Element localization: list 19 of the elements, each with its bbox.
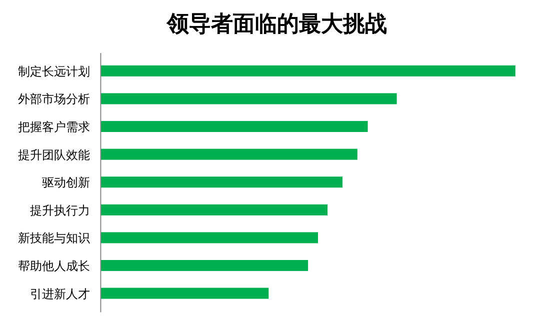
y-tick-label: 新技能与知识 [18, 231, 90, 246]
bar [100, 288, 269, 299]
bar [100, 260, 308, 271]
chart-title: 领导者面临的最大挑战 [166, 11, 387, 37]
y-tick-label: 帮助他人成长 [18, 259, 90, 273]
y-tick-label: 把握客户需求 [18, 120, 90, 134]
y-tick-label: 驱动创新 [42, 176, 90, 190]
bar [100, 204, 328, 216]
y-tick-label: 提升执行力 [30, 203, 90, 218]
y-tick-label: 引进新人才 [30, 286, 90, 301]
bar [100, 121, 368, 132]
bar [100, 148, 358, 160]
y-tick-label: 外部市场分析 [18, 92, 90, 106]
bar [100, 65, 516, 76]
y-tick-label: 制定长远计划 [18, 64, 90, 78]
bar [100, 176, 342, 188]
bar [100, 232, 318, 244]
bar [100, 93, 397, 104]
y-tick-label: 提升团队效能 [18, 148, 90, 162]
